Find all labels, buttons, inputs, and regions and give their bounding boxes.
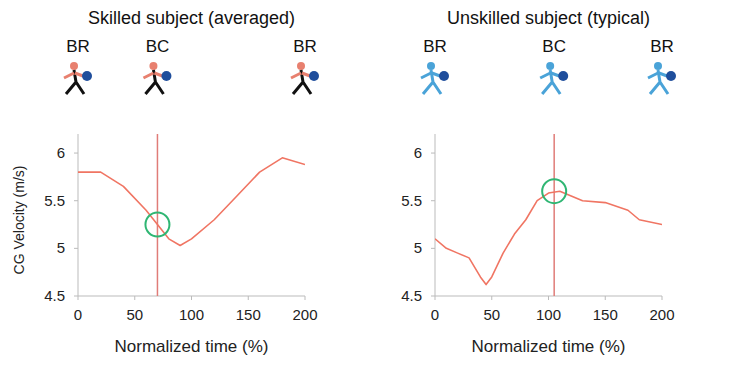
icon-head	[149, 62, 157, 70]
y-tick	[74, 248, 78, 249]
event-icon	[64, 62, 92, 94]
x-axis-label: Normalized time (%)	[115, 337, 269, 356]
y-tick-label: 5	[57, 239, 65, 256]
panel: Unskilled subject (typical)BR BC BR 4.5 5 5.5…	[401, 8, 676, 356]
event-icon	[421, 62, 449, 94]
y-tick	[431, 153, 435, 154]
x-tick-label: 0	[431, 306, 439, 323]
event-label: BC	[146, 37, 170, 56]
data-line	[435, 191, 662, 284]
x-tick	[491, 296, 492, 300]
event-label: BR	[650, 37, 674, 56]
icon-ball	[161, 71, 171, 81]
x-tick-label: 100	[536, 306, 561, 323]
y-tick-label: 6	[414, 144, 422, 161]
x-axis-label: Normalized time (%)	[472, 337, 626, 356]
x-tick	[248, 296, 249, 300]
y-axis-line	[78, 134, 79, 296]
icon-ball	[666, 71, 676, 81]
x-tick-label: 50	[483, 306, 500, 323]
icon-arms	[291, 73, 310, 78]
marks	[435, 134, 662, 296]
x-tick-label: 150	[236, 306, 261, 323]
icon-ball	[558, 71, 568, 81]
x-tick	[662, 296, 663, 300]
x-tick-label: 0	[74, 306, 82, 323]
panel: Skilled subject (averaged) BR BC BR 4.5 5 5.5 6…	[11, 8, 319, 356]
marks	[78, 134, 305, 296]
y-axis-label: CG Velocity (m/s)	[11, 166, 27, 275]
y-tick-label: 6	[57, 144, 65, 161]
y-tick-label: 4.5	[44, 287, 65, 304]
y-tick	[74, 296, 78, 297]
icon-arms	[540, 73, 559, 78]
x-tick	[78, 296, 79, 300]
icon-head	[70, 62, 78, 70]
y-tick	[74, 200, 78, 201]
icon-arms	[421, 73, 440, 78]
y-tick	[74, 153, 78, 154]
y-tick-label: 5.5	[44, 192, 65, 209]
highlight-circle	[542, 179, 566, 203]
event-line	[157, 134, 159, 296]
event-icon	[291, 62, 319, 94]
icon-ball	[439, 71, 449, 81]
icon-arms	[64, 73, 83, 78]
event-label: BR	[423, 37, 447, 56]
y-tick	[431, 248, 435, 249]
event-icon	[540, 62, 568, 94]
y-tick	[431, 200, 435, 201]
icon-ball	[82, 71, 92, 81]
chart-canvas: Skilled subject (averaged) BR BC BR 4.5 5 5.5 6…	[0, 0, 738, 377]
event-label: BR	[66, 37, 90, 56]
icon-ball	[309, 71, 319, 81]
icon-head	[654, 62, 662, 70]
icon-head	[427, 62, 435, 70]
x-tick	[548, 296, 549, 300]
event-icon	[143, 62, 171, 94]
event-label: BR	[293, 37, 317, 56]
x-tick-label: 200	[292, 306, 317, 323]
x-tick-label: 200	[649, 306, 674, 323]
y-axis-line	[435, 134, 436, 296]
y-tick-label: 5	[414, 239, 422, 256]
data-line	[78, 158, 305, 246]
event-icon	[648, 62, 676, 94]
x-tick-label: 150	[593, 306, 618, 323]
x-tick	[305, 296, 306, 300]
x-tick	[605, 296, 606, 300]
y-tick-label: 4.5	[401, 287, 422, 304]
x-tick-label: 100	[179, 306, 204, 323]
event-line	[553, 134, 555, 296]
chart-title: Skilled subject (averaged)	[88, 8, 295, 28]
y-tick-label: 5.5	[401, 192, 422, 209]
highlight-circle	[145, 213, 169, 237]
x-tick	[435, 296, 436, 300]
icon-arms	[143, 73, 162, 78]
icon-head	[546, 62, 554, 70]
chart-title: Unskilled subject (typical)	[447, 8, 650, 28]
icon-arms	[648, 73, 667, 78]
x-tick	[191, 296, 192, 300]
x-tick-label: 50	[126, 306, 143, 323]
icon-head	[297, 62, 305, 70]
event-label: BC	[542, 37, 566, 56]
y-tick	[431, 296, 435, 297]
x-tick	[134, 296, 135, 300]
